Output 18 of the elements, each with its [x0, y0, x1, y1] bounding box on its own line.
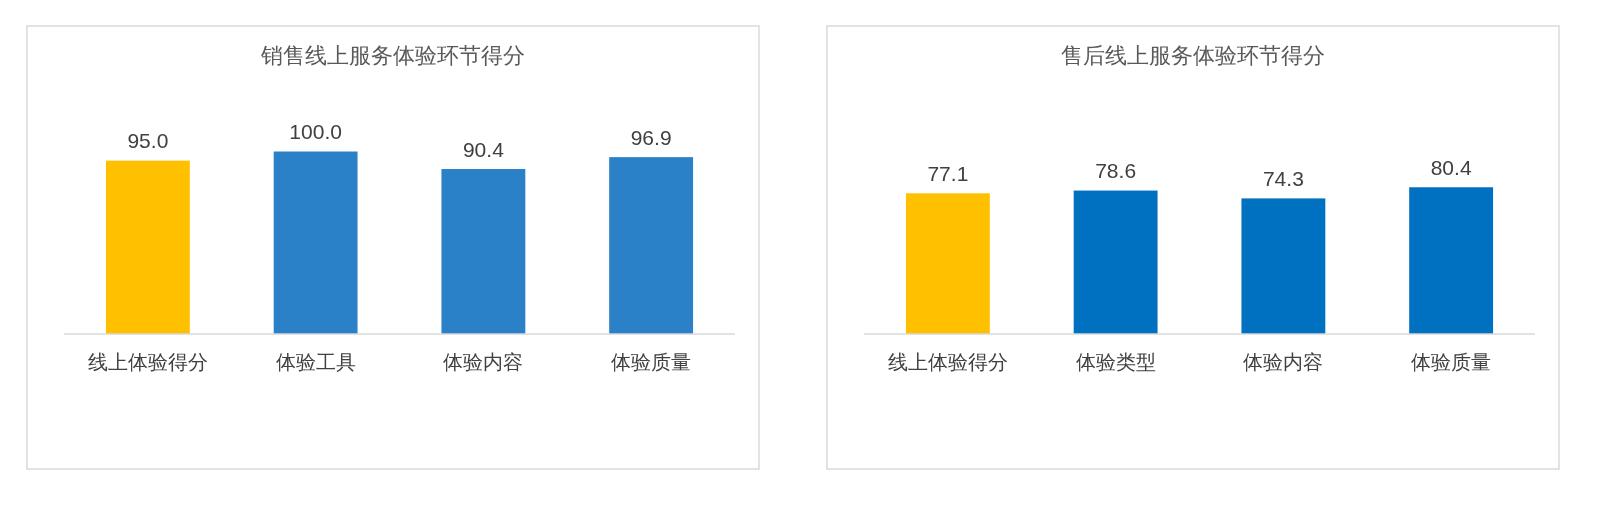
- x-tick-label: 体验质量: [611, 351, 692, 373]
- data-label: 77.1: [927, 161, 969, 185]
- title: 销售线上服务体验环节得分: [261, 42, 525, 68]
- data-label: 96.9: [630, 125, 672, 149]
- title: 售后线上服务体验环节得分: [1061, 42, 1325, 68]
- x-tick-label: 体验内容: [443, 351, 524, 373]
- x-tick-label: 体验内容: [1243, 351, 1324, 373]
- x-tick-label: 体验类型: [1075, 351, 1156, 373]
- x-tick-label: 线上体验得分: [887, 351, 1008, 373]
- data-label: 95.0: [127, 129, 169, 153]
- data-label: 90.4: [462, 137, 504, 161]
- x-tick-label: 线上体验得分: [87, 351, 208, 373]
- x-tick-label: 体验质量: [1411, 351, 1492, 373]
- data-label: 78.6: [1095, 159, 1137, 183]
- data-label: 74.3: [1262, 166, 1304, 190]
- data-label: 80.4: [1430, 155, 1472, 179]
- x-tick-label: 体验工具: [275, 351, 356, 373]
- data-label: 100.0: [289, 120, 342, 143]
